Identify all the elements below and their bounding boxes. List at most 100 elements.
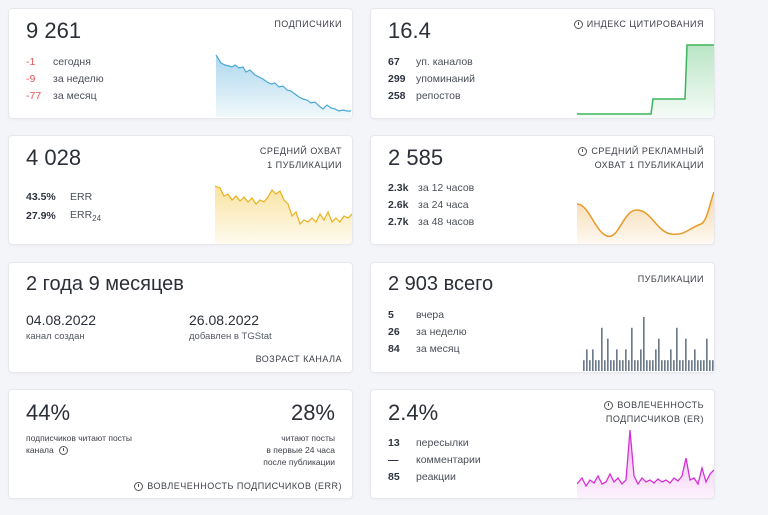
publication-bar	[661, 360, 663, 371]
citation-reposts: 258 репостов	[388, 90, 461, 102]
publication-bar	[646, 360, 648, 371]
created-date: 04.08.2022	[26, 312, 97, 328]
publication-bar	[682, 360, 684, 371]
publications-caption: ПУБЛИКАЦИИ	[637, 274, 704, 284]
clock-icon	[578, 147, 588, 157]
subscribers-week: -9 за неделю	[26, 73, 104, 85]
publication-bar	[640, 349, 642, 371]
publication-bar	[703, 360, 705, 371]
created-label: канал создан	[26, 331, 85, 342]
clock-icon	[604, 401, 614, 411]
publication-bar	[589, 360, 591, 371]
publication-bar	[595, 360, 597, 371]
age-caption: ВОЗРАСТ КАНАЛА	[255, 354, 342, 364]
err-right-text: читают посты в первые 24 часа после публ…	[263, 433, 335, 467]
citation-channels: 67 уп. каналов	[388, 56, 473, 68]
publication-bar	[628, 360, 630, 371]
publication-bar	[664, 360, 666, 371]
publication-bar	[592, 349, 594, 371]
publication-bar	[673, 360, 675, 371]
subscribers-today: -1 сегодня	[26, 56, 91, 68]
citation-sparkline	[577, 44, 714, 118]
publication-bar	[688, 360, 690, 371]
reach-err: 43.5% ERR	[26, 191, 93, 203]
clock-icon	[134, 482, 144, 492]
publication-bar	[598, 360, 600, 371]
er-forwards: 13 пересылки	[388, 437, 469, 449]
er-comments: — комментарии	[388, 454, 481, 466]
er-reactions: 85 реакции	[388, 471, 456, 483]
publications-yesterday: 5 вчера	[388, 309, 445, 321]
publications-month: 84 за месяц	[388, 343, 460, 355]
subscribers-value: 9 261	[26, 18, 82, 43]
added-label: добавлен в TGStat	[189, 331, 272, 342]
ad-reach-value: 2 585	[388, 145, 444, 170]
publications-card[interactable]: 2 903 всего ПУБЛИКАЦИИ 5 вчера 26 за нед…	[370, 262, 715, 373]
publication-bar	[649, 360, 651, 371]
added-date: 26.08.2022	[189, 312, 260, 328]
ad-reach-card[interactable]: 2 585 СРЕДНИЙ РЕКЛАМНЫЙ ОХВАТ 1 ПУБЛИКАЦ…	[370, 135, 715, 245]
er-caption: ВОВЛЕЧЕННОСТЬ ПОДПИСЧИКОВ (ER)	[604, 400, 704, 424]
reach-sparkline	[215, 185, 352, 244]
reach-value: 4 028	[26, 145, 82, 170]
publication-bar	[583, 360, 585, 371]
publication-bar	[607, 338, 609, 371]
publication-bar	[637, 360, 639, 371]
publication-bar	[691, 360, 693, 371]
clock-icon	[573, 20, 583, 30]
publication-bar	[652, 360, 654, 371]
err-left-value: 44%	[26, 400, 71, 425]
clock-icon	[59, 446, 69, 456]
publication-bar	[706, 338, 708, 371]
citation-mentions: 299 упоминаний	[388, 73, 476, 85]
reach-caption: СРЕДНИЙ ОХВАТ 1 ПУБЛИКАЦИИ	[259, 146, 342, 170]
subscribers-card[interactable]: 9 261 ПОДПИСЧИКИ -1 сегодня -9 за неделю…	[8, 8, 353, 119]
publication-bar	[586, 349, 588, 371]
age-card[interactable]: 2 года 9 месяцев 04.08.2022 канал создан…	[8, 262, 353, 373]
err-right-value: 28%	[290, 400, 335, 425]
publications-week: 26 за неделю	[388, 326, 467, 338]
age-value: 2 года 9 месяцев	[26, 273, 184, 295]
publication-bar	[634, 360, 636, 371]
publication-bar	[622, 360, 624, 371]
publication-bar	[679, 360, 681, 371]
publication-bar	[655, 349, 657, 371]
er-value: 2.4%	[388, 400, 439, 425]
citation-value: 16.4	[388, 18, 431, 43]
publication-bar	[694, 349, 696, 371]
subscribers-caption: ПОДПИСЧИКИ	[274, 19, 342, 29]
err-card[interactable]: 44% подписчиков читают посты канала 28% …	[8, 389, 353, 499]
er-sparkline	[577, 429, 714, 498]
publications-value: 2 903 всего	[388, 273, 494, 295]
citation-card[interactable]: 16.4 ИНДЕКС ЦИТИРОВАНИЯ 67 уп. каналов 2…	[370, 8, 715, 119]
publication-bar	[670, 349, 672, 371]
publication-bar	[676, 327, 678, 371]
subscribers-sparkline	[215, 54, 351, 117]
subscribers-month: -77 за месяц	[26, 90, 97, 102]
publication-bar	[601, 327, 603, 371]
publication-bar	[685, 338, 687, 371]
publication-bar	[658, 338, 660, 371]
publication-bar	[631, 327, 633, 371]
publication-bar	[667, 360, 669, 371]
publication-bar	[643, 317, 645, 371]
reach-card[interactable]: 4 028 СРЕДНИЙ ОХВАТ 1 ПУБЛИКАЦИИ 43.5% E…	[8, 135, 353, 245]
publication-bar	[619, 360, 621, 371]
reach-err24: 27.9% ERR24	[26, 209, 102, 224]
ad-reach-caption: СРЕДНИЙ РЕКЛАМНЫЙ ОХВАТ 1 ПУБЛИКАЦИИ	[578, 144, 704, 172]
er-card[interactable]: 2.4% ВОВЛЕЧЕННОСТЬ ПОДПИСЧИКОВ (ER) 13 п…	[370, 389, 715, 499]
publication-bar	[700, 360, 702, 371]
ad-reach-sparkline	[577, 192, 714, 244]
publication-bar	[610, 360, 612, 371]
err-left-text: подписчиков читают посты канала	[26, 433, 132, 456]
ad-reach-12h: 2.3k за 12 часов	[388, 182, 475, 194]
ad-reach-24h: 2.6k за 24 часа	[388, 199, 469, 211]
publication-bar	[604, 360, 606, 371]
publication-bar	[613, 360, 615, 371]
ad-reach-48h: 2.7k за 48 часов	[388, 216, 475, 228]
publication-bar	[616, 349, 618, 371]
publication-bar	[709, 360, 711, 371]
publication-bar	[697, 360, 699, 371]
publications-bar-chart	[583, 317, 714, 371]
citation-caption: ИНДЕКС ЦИТИРОВАНИЯ	[573, 17, 704, 31]
